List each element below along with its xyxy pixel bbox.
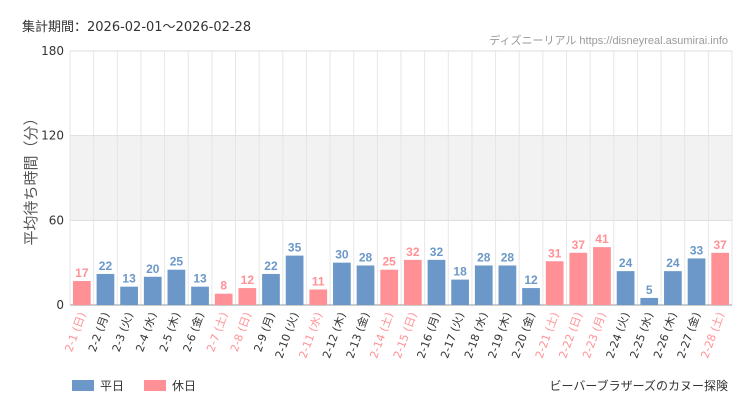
- bar: [427, 259, 446, 305]
- data-label: 37: [713, 238, 727, 252]
- data-label: 28: [501, 250, 515, 264]
- x-tick-label: 2-2 (月): [86, 311, 112, 354]
- bar: [664, 271, 682, 305]
- data-label: 33: [690, 243, 704, 257]
- data-label: 37: [572, 238, 586, 252]
- data-label: 5: [646, 283, 653, 297]
- legend-weekday-label: 平日: [100, 379, 125, 393]
- data-label: 13: [193, 272, 207, 286]
- data-label: 22: [264, 259, 278, 273]
- bar: [616, 271, 635, 305]
- x-tick-label: 2-28 (土): [698, 311, 727, 361]
- y-tick-label: 0: [56, 298, 64, 312]
- data-label: 28: [477, 250, 491, 264]
- y-axis-label: 平均待ち時間（分）: [22, 110, 40, 245]
- bar: [238, 288, 257, 305]
- legend: 平日 休日: [72, 377, 196, 394]
- data-label: 30: [335, 248, 349, 262]
- data-label: 24: [619, 256, 633, 270]
- data-label: 12: [524, 273, 538, 287]
- bar: [356, 265, 375, 305]
- data-label: 31: [548, 246, 562, 260]
- legend-holiday: 休日: [144, 377, 196, 394]
- bar: [262, 273, 280, 305]
- bar: [593, 247, 611, 305]
- bar: [120, 286, 138, 305]
- bar: [285, 255, 304, 305]
- bar: [498, 265, 517, 305]
- bar: [143, 276, 162, 305]
- data-label: 8: [220, 279, 227, 293]
- data-label: 25: [382, 255, 396, 269]
- x-tick-label: 2-3 (火): [110, 311, 136, 354]
- bar: [380, 269, 399, 305]
- bar: [191, 286, 209, 305]
- period-label: 集計期間：2026-02-01〜2026-02-28: [22, 20, 252, 35]
- data-label: 28: [359, 250, 373, 264]
- data-label: 20: [146, 262, 160, 276]
- site-credit: ディズニーリアル https://disneyreal.asumirai.inf…: [489, 35, 728, 47]
- data-label: 12: [241, 273, 255, 287]
- attraction-name: ビーバーブラザーズのカヌー探険: [549, 379, 728, 393]
- data-label: 32: [406, 245, 420, 259]
- bar: [309, 289, 328, 305]
- x-tick-label: 2-7 (土): [204, 311, 230, 354]
- bar: [711, 252, 730, 305]
- bar: [167, 269, 186, 305]
- data-label: 13: [122, 272, 136, 286]
- y-tick-label: 120: [41, 129, 64, 143]
- x-tick-label: 2-8 (日): [228, 311, 254, 354]
- x-tick-label: 2-5 (木): [157, 311, 183, 354]
- bar: [72, 281, 91, 305]
- bar: [96, 273, 115, 305]
- bar: [640, 297, 659, 305]
- data-label: 22: [99, 259, 113, 273]
- data-label: 17: [75, 266, 89, 280]
- data-label: 25: [170, 255, 184, 269]
- y-tick-label: 180: [41, 44, 64, 58]
- holiday-swatch: [144, 380, 167, 391]
- bar: [569, 252, 588, 305]
- data-label: 24: [666, 256, 680, 270]
- y-tick-label: 60: [49, 213, 64, 227]
- bar: [403, 259, 422, 305]
- x-tick-label: 2-4 (水): [133, 311, 159, 354]
- bar: [522, 288, 540, 305]
- bar: [451, 279, 469, 305]
- data-label: 18: [453, 265, 467, 279]
- data-label: 11: [312, 274, 325, 288]
- legend-holiday-label: 休日: [172, 379, 197, 393]
- data-label: 41: [595, 232, 609, 246]
- legend-weekday: 平日: [72, 377, 124, 394]
- bar: [214, 293, 233, 305]
- bar: [545, 261, 564, 305]
- data-label: 32: [430, 245, 444, 259]
- bar: [687, 258, 706, 305]
- bar: [474, 265, 493, 305]
- data-label: 35: [288, 241, 302, 255]
- x-tick-label: 2-1 (日): [62, 311, 88, 354]
- weekday-swatch: [72, 380, 94, 391]
- x-tick-label: 2-6 (金): [180, 310, 207, 353]
- x-tick-label: 2-9 (月): [252, 311, 278, 354]
- bar: [333, 262, 351, 305]
